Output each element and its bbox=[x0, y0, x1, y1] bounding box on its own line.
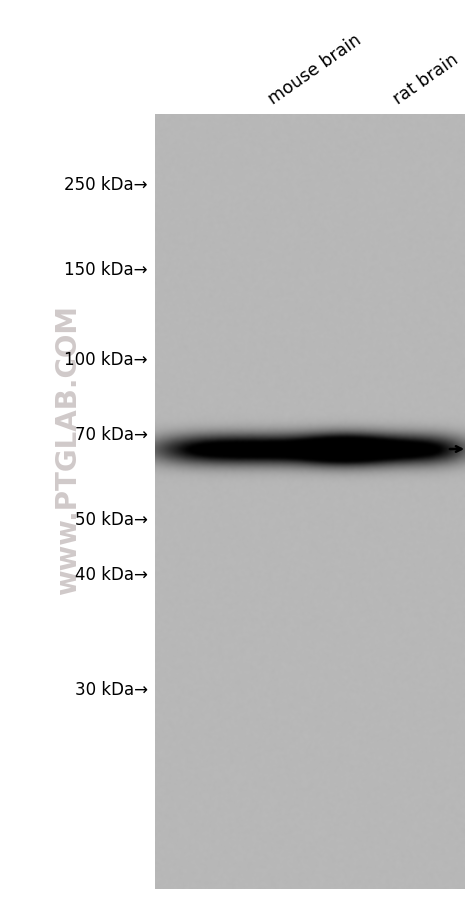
Text: www.PTGLAB.COM: www.PTGLAB.COM bbox=[54, 305, 82, 594]
Text: rat brain: rat brain bbox=[390, 51, 462, 108]
Text: mouse brain: mouse brain bbox=[265, 31, 365, 108]
Text: 100 kDa→: 100 kDa→ bbox=[64, 351, 148, 369]
Text: 30 kDa→: 30 kDa→ bbox=[75, 680, 148, 698]
Text: 150 kDa→: 150 kDa→ bbox=[64, 261, 148, 279]
Text: 40 kDa→: 40 kDa→ bbox=[75, 566, 148, 584]
Text: 50 kDa→: 50 kDa→ bbox=[75, 511, 148, 529]
Text: 70 kDa→: 70 kDa→ bbox=[75, 426, 148, 444]
Text: 250 kDa→: 250 kDa→ bbox=[64, 176, 148, 194]
